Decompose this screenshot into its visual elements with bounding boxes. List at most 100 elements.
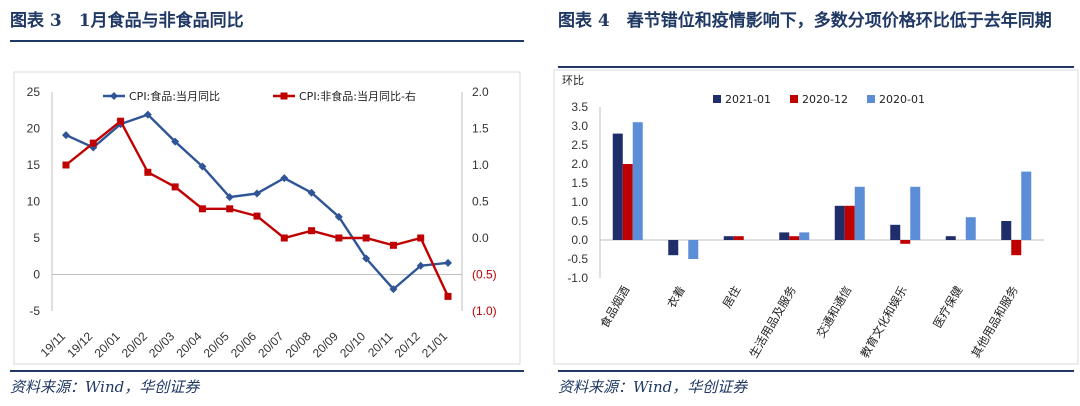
left-y-tick: 0 [33,268,40,282]
right-y-tick: 1.0 [472,158,489,172]
left-line-chart: -5 0 5 10 15 20 25 (1.0) (0.5) 0.0 0.5 1.0 1.5 2.0 19/… [13,71,521,365]
bar-0-2 [723,236,734,240]
category-label: 食品烟酒 [597,284,632,331]
y-tick: 1.0 [571,195,588,209]
bar-1-3 [789,236,800,240]
y-tick: 3.5 [571,100,588,114]
series-point [117,117,125,125]
series-point [144,168,152,176]
y-tick: 0.0 [571,233,588,247]
right-y-tick: (0.5) [472,268,497,282]
category-label: 衣着 [664,284,688,311]
category-label: 医疗保健 [930,283,965,330]
series-point [389,285,398,294]
x-tick-label: 19/12 [64,329,95,360]
bar-2-3 [799,232,810,240]
category-label: 教育文化和娱乐 [857,283,910,360]
x-tick-label: 20/04 [173,329,204,360]
right-y-tick: 1.5 [472,122,489,136]
right-title-rule [558,66,1074,68]
bar-2-4 [854,186,865,240]
bar-0-0 [612,133,623,240]
series-point [171,183,179,191]
bar-1-0 [622,164,633,240]
series-point [389,241,397,249]
right-source-note: 资料来源：Wind，华创证券 [558,378,748,396]
series-point [143,110,152,119]
legend-label-0: CPI:食品:当月同比 [129,89,220,103]
left-source-rule [10,370,524,372]
legend-label-1: 2020-12 [802,93,848,106]
legend-swatch-1 [790,95,798,103]
left-title-rule [10,40,524,42]
right-y-tick: 0.0 [472,231,489,245]
left-y-tick: 15 [27,158,41,172]
right-chart-title: 图表 4 春节错位和疫情影响下，多数分项价格环比低于去年同期 [558,11,1052,31]
bar-2-1 [688,240,699,259]
legend-marker [280,92,288,100]
right-y-tick: 0.5 [472,195,489,209]
series-point [226,205,234,213]
series-point [417,234,425,242]
bar-0-6 [945,236,956,240]
right-plot-frame [553,69,1079,365]
legend-label-1: CPI:非食品:当月同比-右 [299,89,416,103]
bar-0-3 [779,232,790,240]
left-chart-title: 图表 3 1月食品与非食品同比 [10,11,244,31]
x-tick-label: 20/10 [337,329,368,360]
legend-label-2: 2020-01 [879,93,925,106]
bar-0-5 [890,224,901,240]
y-axis-label: 环比 [562,74,584,87]
bar-2-6 [965,217,976,240]
category-label: 交通和通信 [813,284,854,341]
bar-0-4 [834,205,845,240]
left-y-tick: 10 [27,195,41,209]
series-point [89,139,97,147]
bar-1-2 [733,236,744,240]
legend-label-0: 2021-01 [725,93,771,106]
x-tick-label: 20/03 [146,329,177,360]
series-line-1 [65,119,450,297]
x-tick-label: 20/11 [365,329,396,360]
right-chart-panel: 图表 4 春节错位和疫情影响下，多数分项价格环比低于去年同期 环比 -1.0 -0.… [548,0,1080,406]
category-label: 其他用品和服务 [968,283,1021,360]
bar-0-1 [668,240,679,256]
series-point [171,137,180,146]
x-tick-label: 21/01 [419,329,450,360]
x-tick-label: 20/08 [283,329,314,360]
left-source-note: 资料来源：Wind，华创证券 [10,378,200,396]
series-point [280,174,289,183]
right-y-tick: 2.0 [472,85,489,99]
category-label: 生活用品及服务 [746,283,799,360]
series-point [444,292,452,300]
bar-1-7 [1011,240,1022,256]
left-chart-panel: 图表 3 1月食品与非食品同比 -5 0 5 10 15 20 25 (1.0) (0.5) 0.… [0,0,530,406]
left-y-tick: -5 [29,304,40,318]
series-point [62,131,70,140]
right-y-tick: (1.0) [472,304,497,318]
bar-1-4 [844,205,855,240]
series-point [225,193,234,202]
series-point [362,234,370,242]
series-point [308,227,316,235]
legend-marker [110,92,118,100]
y-tick: 3.0 [571,119,588,133]
y-tick: -0.5 [567,252,588,266]
series-point [335,234,343,242]
left-y-tick: 20 [27,122,41,136]
series-line-0 [65,113,449,291]
series-point [198,205,206,213]
series-point [253,212,261,220]
series-point [198,162,207,171]
y-tick: 2.5 [571,138,588,152]
bar-0-7 [1001,221,1012,240]
series-point [334,212,343,221]
series-point [62,161,70,169]
series-point [444,258,452,267]
y-tick: -1.0 [567,271,588,285]
left-y-tick: 5 [33,231,40,245]
bar-2-7 [1021,171,1032,240]
bar-2-5 [910,186,921,240]
x-tick-label: 20/09 [310,329,341,360]
left-plot-frame [13,71,521,365]
